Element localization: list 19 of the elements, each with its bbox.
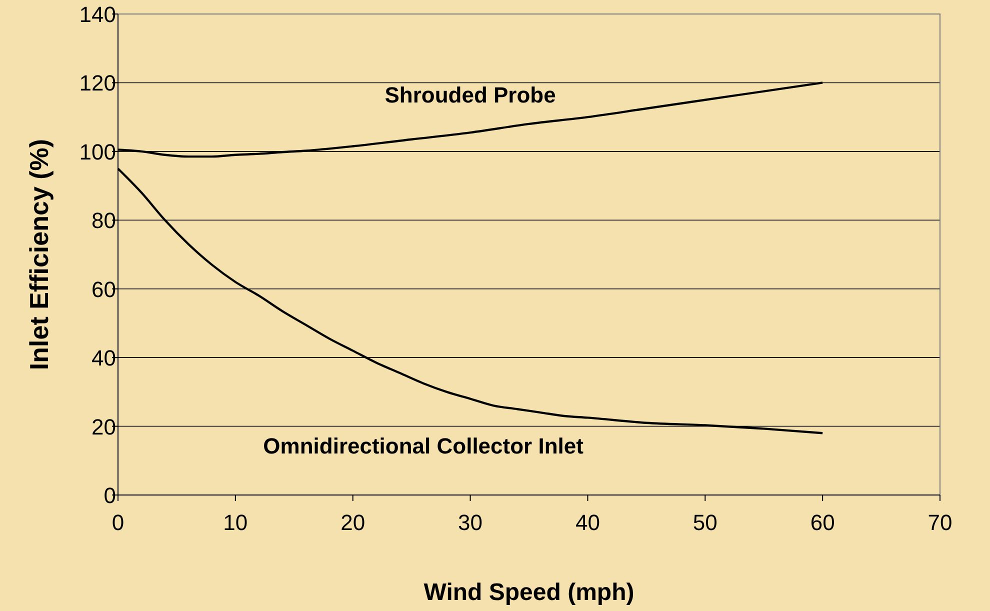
x-tick-label: 70 bbox=[928, 510, 952, 535]
y-axis-title: Inlet Efficiency (%) bbox=[24, 138, 54, 370]
y-tick-label: 40 bbox=[92, 346, 116, 371]
x-tick-label: 30 bbox=[458, 510, 483, 535]
x-tick-label: 20 bbox=[340, 510, 366, 535]
y-tick-label: 60 bbox=[92, 276, 116, 302]
y-tick-label: 100 bbox=[79, 139, 116, 164]
x-tick-label: 40 bbox=[575, 510, 600, 535]
y-tick-label: 0 bbox=[104, 483, 116, 508]
y-tick-label: 120 bbox=[79, 70, 116, 96]
x-axis-title: Wind Speed (mph) bbox=[424, 579, 634, 606]
series-label: Shrouded Probe bbox=[384, 82, 556, 108]
y-tick-label: 140 bbox=[79, 2, 116, 27]
series-label: Omnidirectional Collector Inlet bbox=[263, 433, 584, 458]
x-tick-label: 10 bbox=[223, 510, 248, 535]
y-tick-label: 80 bbox=[92, 208, 116, 234]
x-tick-label: 50 bbox=[692, 510, 718, 535]
y-tick-label: 20 bbox=[92, 414, 116, 440]
x-tick-label: 60 bbox=[810, 510, 835, 535]
